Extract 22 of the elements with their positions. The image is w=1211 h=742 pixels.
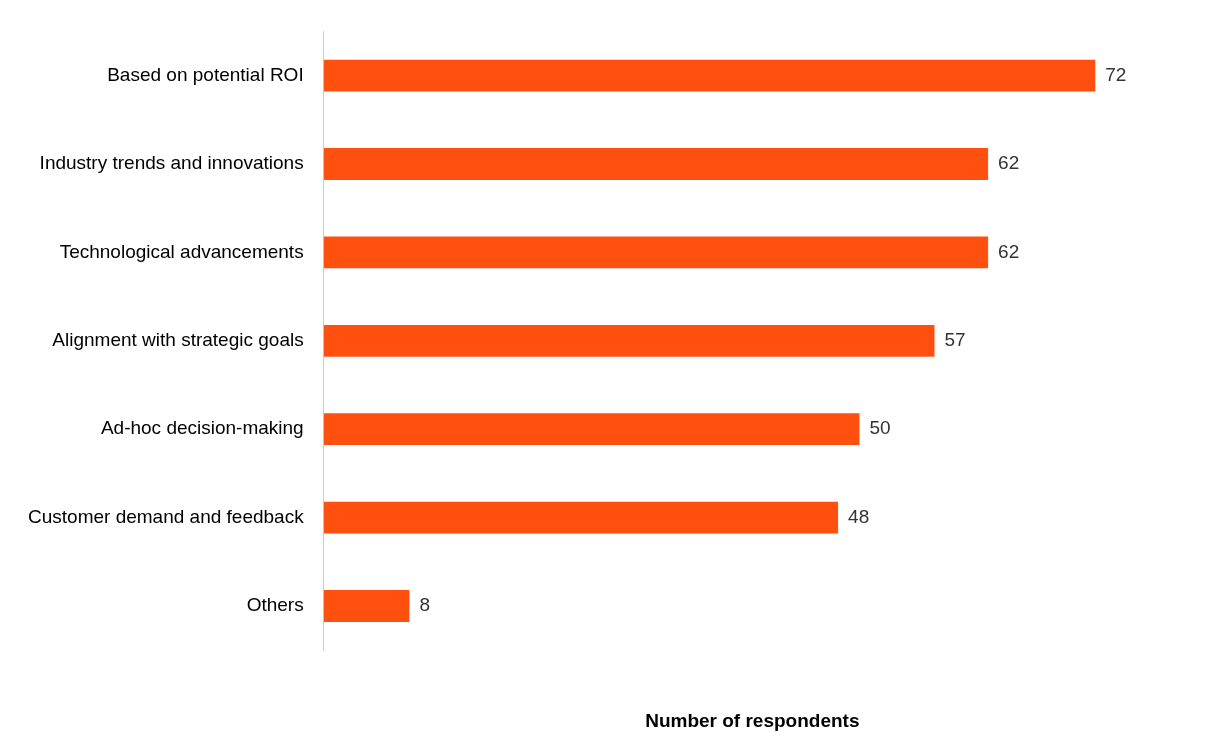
data-label: 72 xyxy=(1105,63,1127,85)
y-tick-label: Customer demand and feedback xyxy=(28,505,305,527)
data-label: 48 xyxy=(848,505,870,527)
data-label: 8 xyxy=(419,594,430,616)
y-tick-label: Technological advancements xyxy=(59,240,304,262)
bar xyxy=(323,59,1096,92)
y-tick-label: Based on potential ROI xyxy=(107,63,304,85)
bar xyxy=(323,324,935,357)
data-label: 62 xyxy=(998,240,1020,262)
y-tick-label: Industry trends and innovations xyxy=(39,152,304,174)
y-tick-label: Alignment with strategic goals xyxy=(52,329,304,351)
data-label: 62 xyxy=(998,152,1020,174)
data-label: 50 xyxy=(869,417,891,439)
bar xyxy=(323,148,989,180)
bar xyxy=(323,236,989,269)
y-tick-label: Ad-hoc decision-making xyxy=(100,417,304,439)
x-axis-title: Number of respondents xyxy=(645,709,860,731)
bar xyxy=(323,413,860,446)
bar xyxy=(323,590,410,622)
bar xyxy=(323,501,839,534)
y-tick-label: Others xyxy=(246,594,304,616)
data-label: 57 xyxy=(944,329,966,351)
